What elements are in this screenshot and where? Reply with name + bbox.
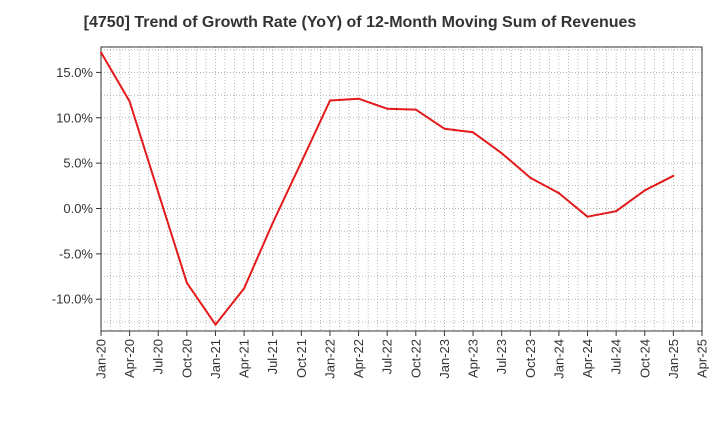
data-point [414, 108, 417, 111]
data-point [615, 210, 618, 213]
data-point [100, 51, 102, 54]
data-point [328, 99, 331, 102]
x-tick-label: Jan-25 [666, 339, 681, 379]
chart-title: [4750] Trend of Growth Rate (YoY) of 12-… [83, 14, 637, 31]
data-point [214, 323, 217, 326]
x-tick-label: Jan-20 [94, 339, 109, 379]
x-tick-label: Oct-21 [294, 339, 309, 378]
data-point [672, 174, 675, 177]
data-point [500, 152, 503, 155]
data-point [271, 222, 274, 225]
data-point [300, 161, 303, 164]
data-point [643, 189, 646, 192]
x-tick-label: Apr-25 [695, 339, 710, 378]
x-tick-label: Jul-24 [609, 339, 624, 374]
y-tick-label: -10.0% [52, 292, 94, 307]
data-point [243, 287, 246, 290]
x-tick-label: Apr-20 [122, 339, 137, 378]
x-tick-label: Oct-20 [179, 339, 194, 378]
x-tick-label: Oct-24 [637, 339, 652, 378]
x-tick-label: Jul-20 [151, 339, 166, 374]
x-tick-label: Apr-22 [351, 339, 366, 378]
plot-frame [100, 46, 703, 332]
x-tick-label: Jul-21 [265, 339, 280, 374]
data-point [472, 131, 475, 134]
y-tick-label: 15.0% [56, 65, 93, 80]
x-tick-label: Jul-23 [494, 339, 509, 374]
x-tick-label: Oct-23 [523, 339, 538, 378]
data-point [157, 191, 160, 194]
data-point [185, 281, 188, 284]
y-tick-label: 10.0% [56, 110, 93, 125]
data-point [128, 100, 131, 103]
data-point [529, 176, 532, 179]
x-tick-label: Jan-23 [437, 339, 452, 379]
data-point [357, 97, 360, 100]
x-tick-label: Jul-22 [380, 339, 395, 374]
x-tick-label: Jan-24 [551, 339, 566, 379]
y-tick-label: 0.0% [63, 201, 93, 216]
x-tick-label: Apr-23 [466, 339, 481, 378]
data-point [557, 192, 560, 195]
x-tick-label: Oct-22 [408, 339, 423, 378]
data-point [443, 127, 446, 130]
data-point [586, 215, 589, 218]
x-tick-label: Apr-21 [237, 339, 252, 378]
x-tick-label: Jan-22 [322, 339, 337, 379]
y-tick-label: 5.0% [63, 156, 93, 171]
x-tick-label: Apr-24 [580, 339, 595, 378]
x-tick-label: Jan-21 [208, 339, 223, 379]
y-tick-label: -5.0% [59, 246, 93, 261]
data-point [386, 107, 389, 110]
